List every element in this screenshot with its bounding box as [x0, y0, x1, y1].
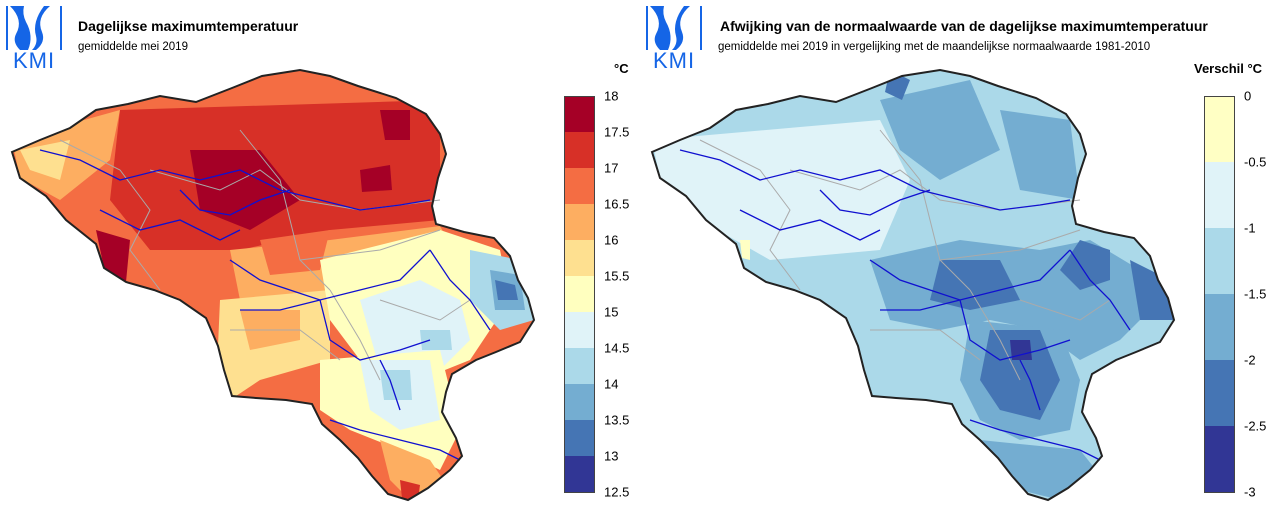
- kmi-logo-icon: [646, 6, 702, 50]
- legend-tick-label: -1: [1244, 220, 1256, 236]
- legend-swatch: [564, 456, 595, 493]
- legend-tick-label: 18: [604, 88, 619, 104]
- legend-tick-label: 16: [604, 232, 619, 248]
- map-title: Dagelijkse maximumtemperatuur: [78, 18, 299, 34]
- legend-swatch: [564, 204, 595, 240]
- kmi-logo: KMI: [6, 6, 62, 72]
- legend-tick-label: 12.5: [604, 484, 630, 500]
- legend-swatch: [564, 348, 595, 384]
- kmi-logo-text: KMI: [12, 48, 56, 73]
- legend-tick-label: -2: [1244, 352, 1256, 368]
- legend-swatch: [1204, 294, 1235, 360]
- right-map-panel: KMI Afwijking van de normaalwaarde van d…: [640, 0, 1280, 507]
- map-title: Afwijking van de normaalwaarde van de da…: [720, 18, 1208, 34]
- legend-swatch: [564, 132, 595, 168]
- legend-tick-label: 17: [604, 160, 619, 176]
- map-subtitle: gemiddelde mei 2019 in vergelijking met …: [718, 41, 1151, 53]
- legend-tick-label: 14.5: [604, 340, 630, 356]
- legend-tick-label: 16.5: [604, 196, 630, 212]
- legend-tick-label: 0: [1244, 88, 1252, 104]
- legend-swatch: [564, 384, 595, 420]
- temperature-map: [10, 68, 536, 502]
- legend-swatch: [564, 240, 595, 276]
- legend-tick-label: 14: [604, 376, 619, 392]
- legend-tick-label: -0.5: [1244, 154, 1267, 170]
- legend-unit: Verschil °C: [1194, 61, 1263, 76]
- kmi-logo-icon: [6, 6, 62, 50]
- legend-swatch: [564, 276, 595, 312]
- legend-swatch: [1204, 162, 1235, 228]
- legend-tick-label: -1.5: [1244, 286, 1267, 302]
- temperature-legend: 18 17.5 17 16.5 16 15.5 15 14.5 14 13.5 13 12.5: [564, 89, 644, 500]
- legend-swatch: [564, 96, 595, 133]
- kmi-logo: KMI: [646, 6, 702, 72]
- legend-tick-label: 15: [604, 304, 619, 320]
- legend-swatch: [1204, 96, 1235, 163]
- legend-unit: °C: [614, 61, 629, 76]
- deviation-map: [650, 68, 1176, 502]
- kmi-logo-text: KMI: [652, 48, 696, 73]
- legend-tick-label: 13.5: [604, 412, 630, 428]
- legend-swatch: [1204, 228, 1235, 294]
- legend-swatch: [1204, 426, 1235, 493]
- left-map-panel: KMI Dagelijkse maximumtemperatuur gemidd…: [6, 6, 629, 502]
- legend-tick-label: 15.5: [604, 268, 630, 284]
- legend-tick-label: -2.5: [1244, 418, 1267, 434]
- legend-swatch: [564, 420, 595, 456]
- legend-tick-label: -3: [1244, 484, 1256, 500]
- legend-tick-label: 17.5: [604, 124, 630, 140]
- deviation-legend: 0 -0.5 -1 -1.5 -2 -2.5 -3: [1204, 89, 1280, 500]
- legend-swatch: [564, 312, 595, 348]
- legend-tick-label: 13: [604, 448, 619, 464]
- legend-swatch: [1204, 360, 1235, 426]
- legend-swatch: [564, 168, 595, 204]
- map-subtitle: gemiddelde mei 2019: [78, 41, 188, 53]
